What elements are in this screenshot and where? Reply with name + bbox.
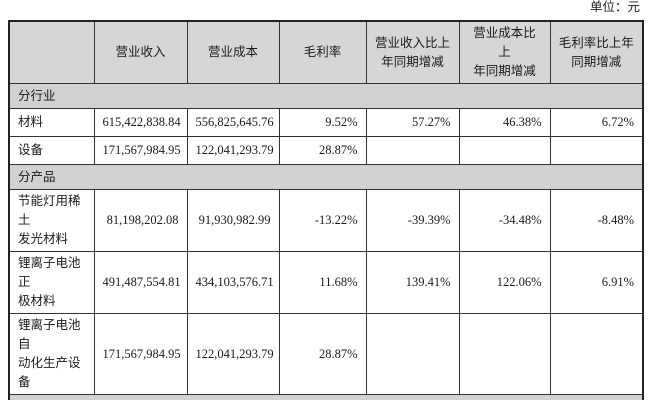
- value-cell: 11.68%: [278, 251, 367, 314]
- table-row: 锂离子电池自 动化生产设备 171,567,984.95 122,041,293.7…: [8, 313, 644, 395]
- column-header: 营业收入比上 年同期增减: [365, 20, 460, 84]
- section-label: 分地区: [8, 394, 644, 400]
- column-header: 毛利率比上年 同期增减: [549, 20, 644, 84]
- value-cell: 9.52%: [278, 108, 367, 137]
- value-cell: -39.39%: [365, 189, 460, 252]
- row-label: 材料: [8, 108, 95, 137]
- value-cell: [365, 313, 460, 395]
- segment-revenue-table: 营业收入 营业成本 毛利率 营业收入比上 年同期增减 营业成本比上 年同期增减 毛利率比上…: [8, 20, 644, 400]
- table-row: 材料 615,422,838.84 556,825,645.76 9.52% 57.27…: [8, 108, 644, 137]
- value-cell: 57.27%: [365, 108, 460, 137]
- value-cell: 122.06%: [458, 251, 551, 314]
- section-row: 分产品: [8, 164, 644, 190]
- row-label: 节能灯用稀土 发光材料: [8, 189, 95, 252]
- value-cell: 81,198,202.08: [93, 189, 188, 252]
- column-header: 营业成本: [186, 20, 280, 84]
- unit-label: 单位：元: [589, 0, 640, 14]
- value-cell: 171,567,984.95: [93, 136, 188, 165]
- value-cell: 491,487,554.81: [93, 251, 188, 314]
- table-row: 锂离子电池正 极材料 491,487,554.81 434,103,576.71 11…: [8, 251, 644, 314]
- column-header: 毛利率: [278, 20, 367, 84]
- value-cell: 28.87%: [278, 313, 367, 395]
- value-cell: [458, 136, 551, 165]
- value-cell: 91,930,982.99: [186, 189, 280, 252]
- section-row: 分行业: [8, 83, 644, 109]
- column-header: 营业成本比上 年同期增减: [458, 20, 551, 84]
- section-label: 分产品: [8, 164, 644, 190]
- value-cell: 556,825,645.76: [186, 108, 280, 137]
- value-cell: 46.38%: [458, 108, 551, 137]
- value-cell: -13.22%: [278, 189, 367, 252]
- value-cell: 171,567,984.95: [93, 313, 188, 395]
- value-cell: [549, 313, 644, 395]
- value-cell: -34.48%: [458, 189, 551, 252]
- section-label: 分行业: [8, 83, 644, 109]
- value-cell: [458, 313, 551, 395]
- row-label: 锂离子电池正 极材料: [8, 251, 95, 314]
- row-label: 设备: [8, 136, 95, 165]
- value-cell: 122,041,293.79: [186, 313, 280, 395]
- value-cell: -8.48%: [549, 189, 644, 252]
- table-row: 设备 171,567,984.95 122,041,293.79 28.87%: [8, 136, 644, 165]
- value-cell: [549, 136, 644, 165]
- value-cell: 6.72%: [549, 108, 644, 137]
- value-cell: [365, 136, 460, 165]
- section-row: 分地区: [8, 394, 644, 400]
- value-cell: 28.87%: [278, 136, 367, 165]
- row-label: 锂离子电池自 动化生产设备: [8, 313, 95, 395]
- value-cell: 434,103,576.71: [186, 251, 280, 314]
- value-cell: 122,041,293.79: [186, 136, 280, 165]
- value-cell: 139.41%: [365, 251, 460, 314]
- table-row: 节能灯用稀土 发光材料 81,198,202.08 91,930,982.99 -13…: [8, 189, 644, 252]
- header-row: 营业收入 营业成本 毛利率 营业收入比上 年同期增减 营业成本比上 年同期增减 毛利率比上…: [8, 20, 644, 84]
- column-header: [8, 20, 95, 84]
- table-body: 分行业 材料 615,422,838.84 556,825,645.76 9.52% 57…: [8, 83, 644, 400]
- column-header: 营业收入: [93, 20, 188, 84]
- value-cell: 615,422,838.84: [93, 108, 188, 137]
- value-cell: 6.91%: [549, 251, 644, 314]
